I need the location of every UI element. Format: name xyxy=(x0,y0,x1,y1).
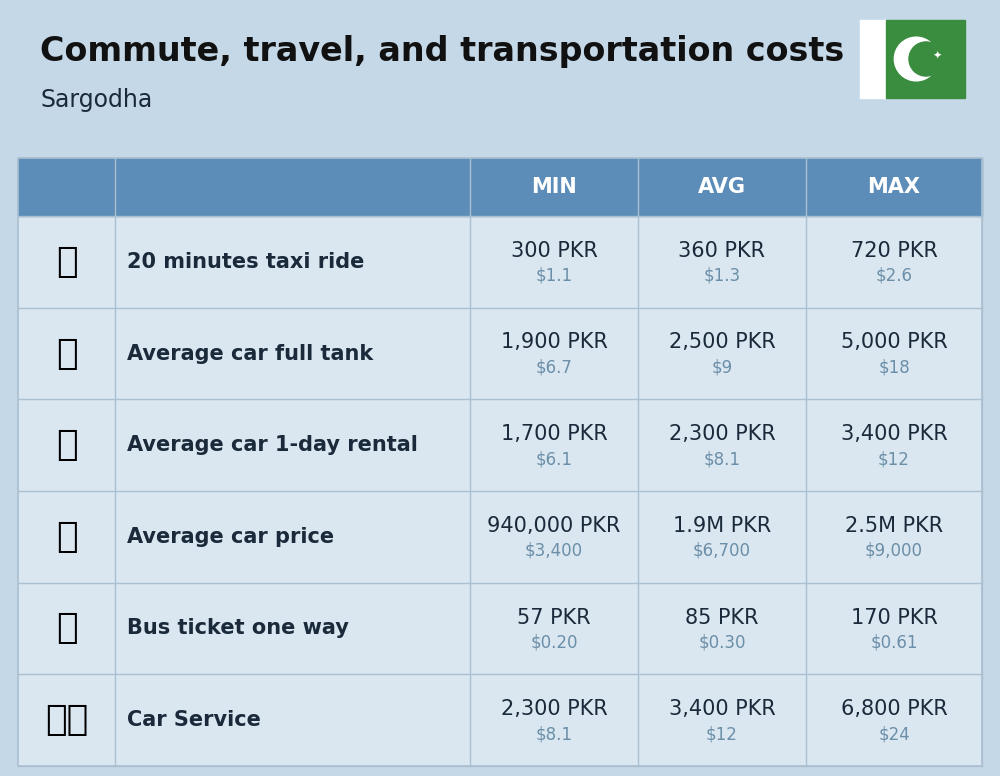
Text: 6,800 PKR: 6,800 PKR xyxy=(841,699,947,719)
Text: $8.1: $8.1 xyxy=(536,725,572,743)
Text: $18: $18 xyxy=(878,359,910,376)
Text: 5,000 PKR: 5,000 PKR xyxy=(841,332,947,352)
Text: MIN: MIN xyxy=(531,177,577,197)
Text: $0.20: $0.20 xyxy=(530,633,578,652)
Text: 🚙: 🚙 xyxy=(56,428,77,462)
Circle shape xyxy=(894,37,938,81)
Text: 🚌: 🚌 xyxy=(56,611,77,646)
Text: 1,900 PKR: 1,900 PKR xyxy=(501,332,607,352)
Bar xyxy=(18,158,982,216)
Text: Commute, travel, and transportation costs: Commute, travel, and transportation cost… xyxy=(40,36,844,68)
Text: ⛽: ⛽ xyxy=(56,337,77,370)
Text: $2.6: $2.6 xyxy=(876,267,912,285)
Text: 2,300 PKR: 2,300 PKR xyxy=(669,424,775,444)
Text: $9,000: $9,000 xyxy=(865,542,923,559)
Text: 2,300 PKR: 2,300 PKR xyxy=(501,699,607,719)
Text: Bus ticket one way: Bus ticket one way xyxy=(127,618,349,639)
Text: 🚗: 🚗 xyxy=(56,520,77,554)
Text: 940,000 PKR: 940,000 PKR xyxy=(487,516,621,536)
Text: 300 PKR: 300 PKR xyxy=(511,241,597,261)
Circle shape xyxy=(909,42,943,76)
Bar xyxy=(18,583,982,674)
Bar xyxy=(18,674,982,766)
Text: $9: $9 xyxy=(711,359,733,376)
Text: 2.5M PKR: 2.5M PKR xyxy=(845,516,943,536)
Text: $12: $12 xyxy=(706,725,738,743)
Bar xyxy=(860,20,886,98)
Text: 2,500 PKR: 2,500 PKR xyxy=(669,332,775,352)
Text: 🚕: 🚕 xyxy=(56,245,77,279)
Text: 3,400 PKR: 3,400 PKR xyxy=(669,699,775,719)
Text: $1.3: $1.3 xyxy=(703,267,741,285)
Text: ✦: ✦ xyxy=(932,50,942,61)
Bar xyxy=(18,216,982,307)
Bar xyxy=(18,158,982,766)
Text: Average car 1-day rental: Average car 1-day rental xyxy=(127,435,418,456)
Bar xyxy=(18,400,982,491)
Text: 170 PKR: 170 PKR xyxy=(851,608,937,628)
Text: $1.1: $1.1 xyxy=(535,267,573,285)
Text: Average car price: Average car price xyxy=(127,527,334,547)
Text: $12: $12 xyxy=(878,450,910,468)
Text: Car Service: Car Service xyxy=(127,710,261,730)
Bar xyxy=(18,491,982,583)
Text: $24: $24 xyxy=(878,725,910,743)
Text: $6,700: $6,700 xyxy=(693,542,751,559)
Text: $8.1: $8.1 xyxy=(704,450,740,468)
Text: $6.7: $6.7 xyxy=(536,359,572,376)
Text: $3,400: $3,400 xyxy=(525,542,583,559)
Text: 1.9M PKR: 1.9M PKR xyxy=(673,516,771,536)
Text: 720 PKR: 720 PKR xyxy=(851,241,937,261)
Text: 57 PKR: 57 PKR xyxy=(517,608,591,628)
Bar xyxy=(886,20,965,98)
Text: $0.30: $0.30 xyxy=(698,633,746,652)
Text: 🚗🔧: 🚗🔧 xyxy=(45,703,88,737)
Text: 1,700 PKR: 1,700 PKR xyxy=(501,424,607,444)
Text: MAX: MAX xyxy=(868,177,920,197)
Text: $0.61: $0.61 xyxy=(870,633,918,652)
Text: $6.1: $6.1 xyxy=(536,450,572,468)
Text: AVG: AVG xyxy=(698,177,746,197)
Text: 3,400 PKR: 3,400 PKR xyxy=(841,424,947,444)
Text: 360 PKR: 360 PKR xyxy=(678,241,766,261)
Bar xyxy=(18,307,982,400)
Text: Average car full tank: Average car full tank xyxy=(127,344,373,363)
Text: 85 PKR: 85 PKR xyxy=(685,608,759,628)
Text: Sargodha: Sargodha xyxy=(40,88,152,112)
Text: 20 minutes taxi ride: 20 minutes taxi ride xyxy=(127,252,364,272)
